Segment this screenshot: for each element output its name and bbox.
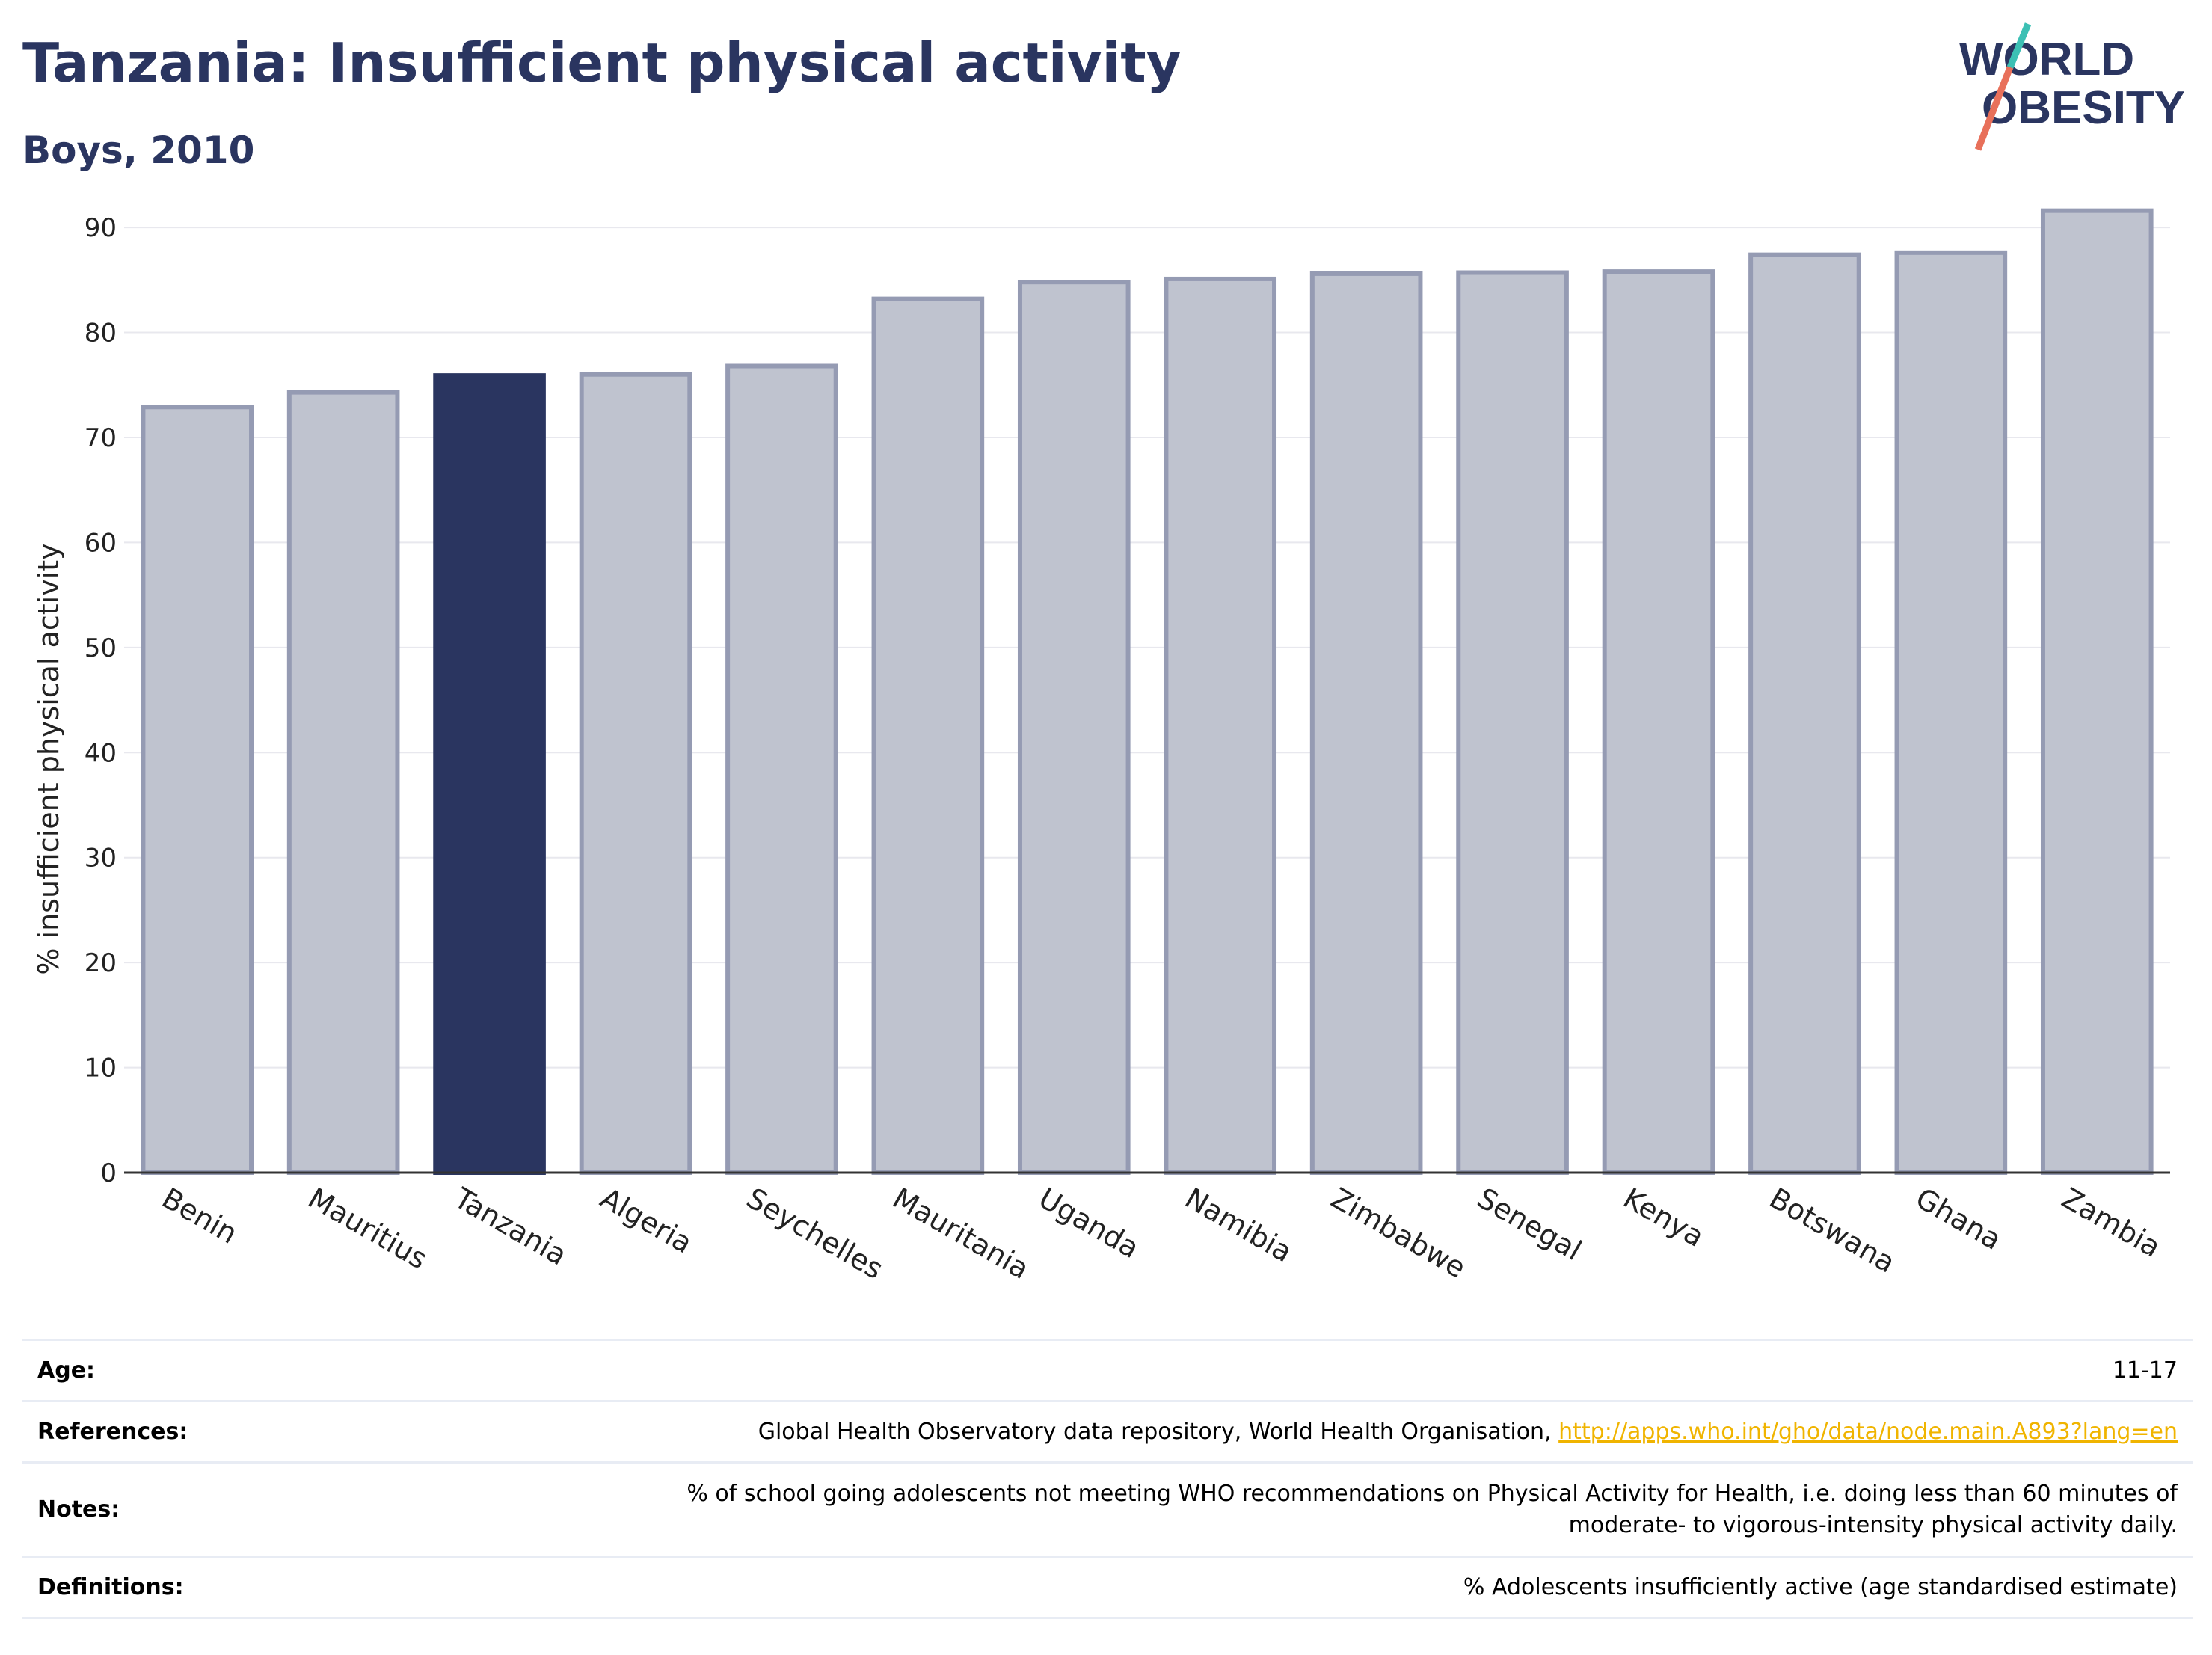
chart-title: Tanzania: Insufficient physical activity	[22, 31, 1182, 94]
y-tick-label: 30	[85, 844, 117, 873]
y-tick-label: 70	[85, 423, 117, 453]
x-tick-label: Tanzania	[448, 1181, 572, 1271]
definitions-label: Definitions:	[37, 1574, 184, 1600]
bar	[1456, 270, 1569, 1175]
y-axis-label: % insufficient physical activity	[32, 543, 65, 974]
y-tick-label: 50	[85, 633, 117, 663]
bar	[871, 296, 985, 1176]
info-row-age: Age: 11-17	[22, 1339, 2193, 1401]
bar-chart: 0 10 20 30 40 50 60 70 80 90 % insufficient physic…	[32, 208, 2170, 1286]
y-tick-label: 20	[85, 948, 117, 978]
bar	[1017, 280, 1131, 1175]
y-tick-label: 60	[85, 528, 117, 558]
references-text: Global Health Observatory data repositor…	[758, 1418, 1559, 1445]
info-row-notes: Notes: % of school going adolescents not…	[22, 1462, 2193, 1557]
references-label: References:	[37, 1419, 188, 1445]
age-label: Age:	[37, 1357, 96, 1384]
bar	[433, 373, 546, 1175]
x-tick-label: Mauritius	[303, 1182, 433, 1276]
x-tick-label: Uganda	[1033, 1182, 1145, 1265]
info-row-definitions: Definitions: % Adolescents insufficientl…	[22, 1556, 2193, 1618]
x-tick-label: Botswana	[1764, 1182, 1901, 1280]
references-value: Global Health Observatory data repositor…	[277, 1401, 2193, 1463]
logo-text-world: WORLD	[1959, 34, 2134, 85]
notes-line-2: moderate- to vigorous-intensity physical…	[1568, 1511, 2178, 1538]
bar	[1164, 276, 1277, 1175]
x-tick-label: Zimbabwe	[1326, 1182, 1472, 1285]
x-tick-label: Seychelles	[741, 1182, 888, 1286]
x-tick-label: Ghana	[1910, 1182, 2007, 1256]
notes-label: Notes:	[37, 1496, 120, 1523]
y-tick-label: 40	[85, 738, 117, 768]
bar	[2040, 208, 2154, 1176]
logo-slash-bottom	[1974, 66, 2014, 151]
notes-line-1: % of school going adolescents not meetin…	[686, 1480, 2178, 1507]
bar	[286, 390, 400, 1176]
x-tick-label: Zambia	[2056, 1182, 2166, 1264]
x-tick-label: Mauritania	[887, 1182, 1034, 1286]
bar	[1894, 250, 2008, 1175]
info-table: Age: 11-17 References: Global Health Obs…	[22, 1339, 2193, 1619]
x-tick-label: Kenya	[1618, 1182, 1710, 1253]
chart-subtitle: Boys, 2010	[22, 129, 255, 172]
age-value: 11-17	[2112, 1357, 2178, 1384]
world-obesity-logo: WORLD OBESITY	[1959, 22, 2185, 151]
y-tick-label: 90	[85, 213, 117, 243]
logo-slash-top	[2006, 22, 2032, 69]
bar	[141, 405, 254, 1175]
references-link[interactable]: http://apps.who.int/gho/data/node.main.A…	[1558, 1418, 2178, 1445]
y-tick-label: 80	[85, 319, 117, 348]
bar	[1309, 271, 1423, 1175]
y-tick-label: 10	[85, 1054, 117, 1084]
x-tick-label: Benin	[156, 1182, 243, 1250]
notes-value: % of school going adolescents not meetin…	[277, 1463, 2193, 1557]
bar	[1602, 269, 1715, 1176]
logo-text-obesity: OBESITY	[1982, 82, 2185, 134]
y-tick-label: 0	[100, 1158, 117, 1188]
info-row-references: References: Global Health Observatory da…	[22, 1401, 2193, 1463]
bar	[725, 363, 838, 1175]
bar	[1748, 252, 1861, 1175]
x-tick-label: Algeria	[595, 1182, 698, 1260]
definitions-value: % Adolescents insufficiently active (age…	[1463, 1573, 2178, 1600]
bar	[579, 372, 692, 1175]
x-tick-label: Namibia	[1179, 1182, 1297, 1269]
x-tick-label: Senegal	[1472, 1182, 1587, 1268]
